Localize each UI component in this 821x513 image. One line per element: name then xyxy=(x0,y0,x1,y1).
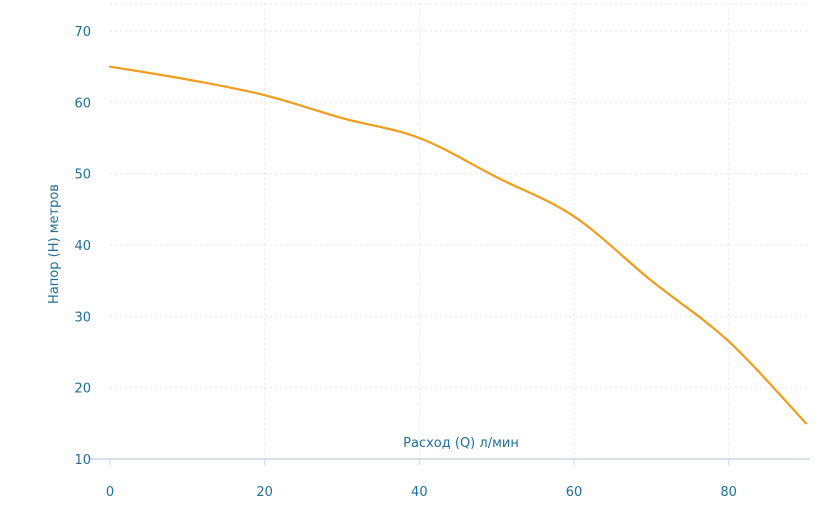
y-tick-label: 50 xyxy=(74,168,91,183)
series-layer xyxy=(108,65,808,425)
series-line xyxy=(108,65,808,425)
x-tick-label: 80 xyxy=(720,485,737,500)
x-tick-label: 0 xyxy=(106,485,114,500)
y-tick-label: 70 xyxy=(74,25,91,40)
y-tick-label: 40 xyxy=(74,239,91,254)
x-tick-label: 40 xyxy=(411,485,428,500)
x-axis-title: Расход (Q) л/мин xyxy=(403,436,519,451)
axes xyxy=(90,458,810,465)
y-axis-title: Напор (H) метров xyxy=(47,184,62,304)
y-tick-label: 20 xyxy=(74,382,91,397)
y-tick-label: 30 xyxy=(74,310,91,325)
y-tick-label: 60 xyxy=(74,96,91,111)
y-tick-label: 10 xyxy=(74,453,91,468)
tick-labels: 10 20 30 40 50 60 70 0 20 40 60 80 xyxy=(74,25,736,500)
x-tick-label: 20 xyxy=(256,485,273,500)
x-tick-label: 60 xyxy=(566,485,583,500)
grid-lines xyxy=(110,3,810,459)
